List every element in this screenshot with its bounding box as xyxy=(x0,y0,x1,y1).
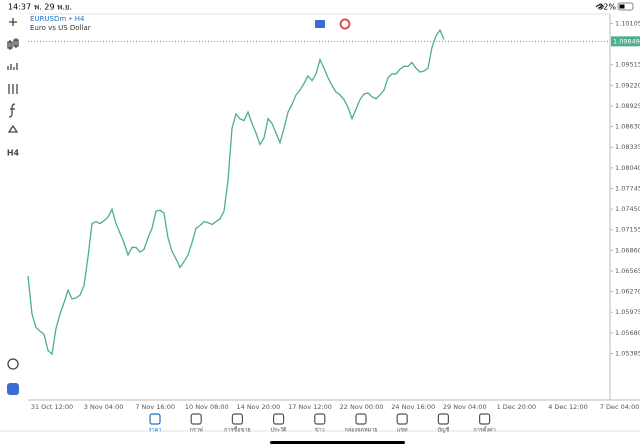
volume-tool[interactable] xyxy=(7,63,18,70)
battery-level xyxy=(619,4,625,9)
price-line xyxy=(27,28,445,356)
trade-tool[interactable] xyxy=(7,358,19,370)
nav-icon xyxy=(190,413,202,425)
x-tick-label: 7 Dec 04:00 xyxy=(600,403,640,411)
nav-icon xyxy=(479,413,491,425)
x-tick-label: 29 Nov 04:00 xyxy=(443,403,487,411)
y-tick-label: 1.08335 xyxy=(615,143,640,151)
y-tick-label: 1.05385 xyxy=(615,349,640,357)
chart-type-tool[interactable] xyxy=(7,38,19,50)
nav-label: ประวัติ xyxy=(271,427,287,434)
x-tick-label: 31 Oct 12:00 xyxy=(31,403,73,411)
nav-icon xyxy=(314,413,326,425)
nav-icon xyxy=(437,413,449,425)
x-tick-label: 17 Nov 12:00 xyxy=(288,403,332,411)
nav-icon xyxy=(231,413,243,425)
left-toolbar xyxy=(7,18,19,370)
x-tick-label: 4 Dec 12:00 xyxy=(548,403,588,411)
status-date: พ. 29 พ.ย. xyxy=(34,3,72,12)
x-tick-label: 14 Nov 20:00 xyxy=(236,403,280,411)
nav-item[interactable]: การซื้อขาย xyxy=(224,413,251,434)
function-tool[interactable] xyxy=(8,103,16,118)
nav-item[interactable]: กราฟ xyxy=(190,413,203,434)
timeframe-button[interactable]: H4 xyxy=(7,149,20,158)
nav-label: ข่าว xyxy=(315,428,325,434)
y-tick-label: 1.07745 xyxy=(615,184,640,192)
nav-icon xyxy=(273,413,285,425)
current-price-label: 1.09849 xyxy=(613,37,640,45)
chart-title: EURUSDm • H4 xyxy=(30,15,85,23)
y-tick-label: 1.06270 xyxy=(615,288,640,296)
y-tick-label: 1.07155 xyxy=(615,226,640,234)
crosshair-tool[interactable] xyxy=(9,18,17,26)
nav-item[interactable]: กล่องจดหมาย xyxy=(344,413,378,434)
x-tick-label: 3 Nov 04:00 xyxy=(84,403,124,411)
nav-label: กราฟ xyxy=(190,427,203,434)
y-tick-label: 1.07450 xyxy=(615,205,640,213)
app-icon[interactable] xyxy=(7,383,19,395)
nav-item[interactable]: ประวัติ xyxy=(271,413,287,434)
battery-icon xyxy=(617,2,634,11)
x-tick-label: 10 Nov 08:00 xyxy=(185,403,229,411)
battery-text: 32% xyxy=(598,3,616,12)
nav-item[interactable]: ราคา xyxy=(149,413,162,434)
home-indicator xyxy=(270,441,405,444)
nav-icon xyxy=(355,413,367,425)
y-tick-label: 1.08925 xyxy=(615,102,640,110)
current-price-box xyxy=(611,36,640,47)
nav-label: แชท xyxy=(397,427,408,434)
nav-label: บัญชี xyxy=(437,427,449,434)
y-tick-label: 1.06860 xyxy=(615,246,640,254)
y-tick-label: 1.08630 xyxy=(615,123,640,131)
objects-tool[interactable] xyxy=(7,124,19,133)
x-tick-label: 24 Nov 16:00 xyxy=(391,403,435,411)
one-click-icon[interactable] xyxy=(315,20,325,28)
nav-label: การตั้งค่า xyxy=(473,426,495,434)
nav-label: การซื้อขาย xyxy=(224,426,250,434)
y-tick-label: 1.05975 xyxy=(615,308,640,316)
wifi-icon xyxy=(595,4,605,9)
nav-label: กล่องจดหมาย xyxy=(344,428,377,434)
y-tick-label: 1.05680 xyxy=(615,329,640,337)
x-tick-label: 1 Dec 20:00 xyxy=(497,403,537,411)
indicators-tool[interactable] xyxy=(8,84,18,94)
nav-item[interactable]: บัญชี xyxy=(437,413,450,434)
x-tick-label: 22 Nov 00:00 xyxy=(340,403,384,411)
y-tick-label: 1.06565 xyxy=(615,267,640,275)
y-tick-label: 1.10105 xyxy=(615,19,640,27)
nav-icon xyxy=(149,413,161,425)
signal-icon[interactable] xyxy=(339,18,351,30)
x-tick-label: 7 Nov 16:00 xyxy=(135,403,175,411)
nav-item[interactable]: ข่าว xyxy=(314,413,326,434)
y-tick-label: 1.08040 xyxy=(615,164,640,172)
nav-item[interactable]: แชท xyxy=(396,413,408,434)
status-time: 14:37 xyxy=(8,3,31,12)
nav-icon xyxy=(396,413,408,425)
y-tick-label: 1.09515 xyxy=(615,61,640,69)
chart-subtitle: Euro vs US Dollar xyxy=(30,24,91,32)
y-tick-label: 1.09220 xyxy=(615,81,640,89)
nav-item[interactable]: การตั้งค่า xyxy=(473,413,496,434)
nav-label: ราคา xyxy=(149,428,162,434)
